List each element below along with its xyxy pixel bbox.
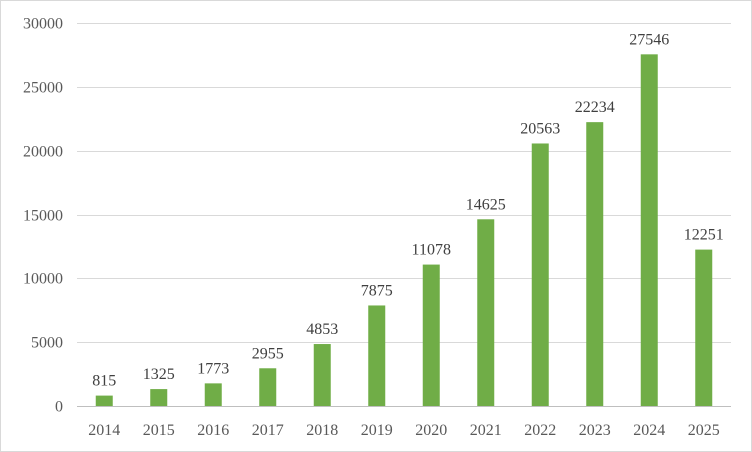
x-tick-label: 2021 — [470, 422, 502, 439]
bar — [531, 143, 549, 406]
x-tick-label: 2022 — [524, 422, 556, 439]
x-tick-label: 2018 — [306, 422, 338, 439]
x-tick-label: 2017 — [252, 422, 284, 439]
bar — [477, 219, 495, 406]
bar — [586, 122, 604, 406]
x-tick-label: 2015 — [143, 422, 175, 439]
bar — [640, 54, 658, 406]
y-axis-ticks: 0 5000 10000 15000 20000 25000 30000 — [23, 16, 63, 416]
x-tick-label: 2023 — [579, 422, 611, 439]
data-labels: 815 1325 1773 2955 4853 7875 11078 14625 20563 22… — [92, 31, 724, 389]
data-label: 14625 — [466, 196, 506, 213]
x-tick-label: 2020 — [415, 422, 447, 439]
gridlines — [77, 23, 731, 407]
bar — [150, 389, 168, 406]
x-tick-label: 2019 — [361, 422, 393, 439]
x-tick-label: 2024 — [633, 422, 665, 439]
data-label: 815 — [92, 373, 116, 390]
bar — [204, 383, 222, 406]
bar — [259, 368, 277, 406]
bars — [95, 54, 713, 406]
y-tick-label: 15000 — [23, 208, 63, 225]
data-label: 4853 — [306, 321, 338, 338]
y-tick-label: 25000 — [23, 80, 63, 97]
bar — [422, 264, 440, 406]
data-label: 1773 — [197, 360, 229, 377]
data-label: 2955 — [252, 345, 284, 362]
data-label: 11078 — [412, 242, 451, 259]
x-tick-label: 2014 — [88, 422, 120, 439]
data-label: 22234 — [575, 99, 615, 116]
bar — [313, 344, 331, 406]
data-label: 1325 — [143, 366, 175, 383]
data-label: 7875 — [361, 282, 393, 299]
y-tick-label: 0 — [55, 399, 63, 416]
y-tick-label: 30000 — [23, 16, 63, 33]
data-label: 27546 — [629, 31, 669, 48]
y-tick-label: 20000 — [23, 144, 63, 161]
y-tick-label: 10000 — [23, 271, 63, 288]
x-tick-label: 2025 — [688, 422, 720, 439]
data-label: 12251 — [684, 227, 724, 244]
bar — [368, 305, 386, 406]
x-axis-ticks: 2014 2015 2016 2017 2018 2019 2020 2021 2022 2023… — [88, 422, 720, 439]
data-label: 20563 — [520, 120, 560, 137]
y-tick-label: 5000 — [31, 335, 63, 352]
x-tick-label: 2016 — [197, 422, 229, 439]
bar — [695, 249, 713, 406]
bar — [95, 395, 113, 406]
